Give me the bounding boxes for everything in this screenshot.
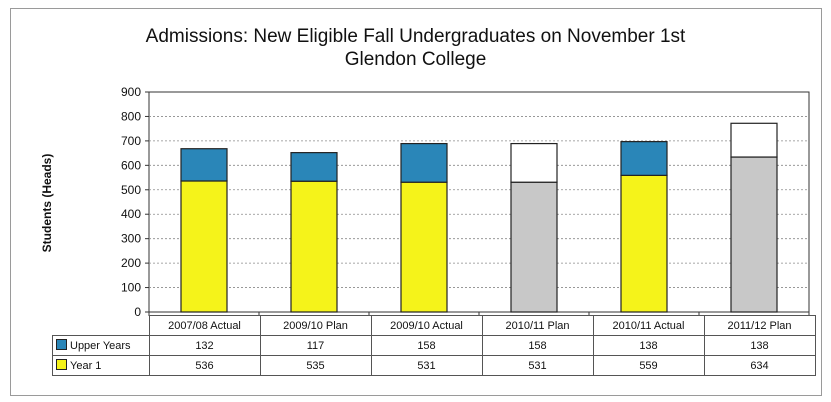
y-tick-label: 200: [121, 256, 141, 270]
chart-title: Admissions: New Eligible Fall Undergradu…: [0, 25, 831, 71]
y-tick-label: 400: [121, 207, 141, 221]
x-tick-label: 2009/10 Plan: [259, 315, 372, 336]
bar-year-1: [510, 181, 558, 313]
table-row-upper-years: Upper Years 132 117 158 158 138 138: [52, 335, 816, 356]
bar-year-1: [290, 180, 338, 313]
bar-year-1: [400, 181, 448, 313]
y-tick-label: 300: [121, 232, 141, 246]
legend-swatch-year-1: [56, 359, 67, 370]
y-tick-label: 900: [121, 85, 141, 99]
y-tick-label: 100: [121, 281, 141, 295]
legend-label-upper-years: Upper Years: [70, 340, 131, 352]
bar-year-1: [620, 174, 668, 313]
table-cell: 559: [592, 355, 705, 376]
bar-upper-years: [510, 142, 558, 183]
table-cell: 536: [148, 355, 261, 376]
bar-year-1: [730, 156, 778, 313]
table-cell: 158: [481, 335, 594, 356]
table-cell: 634: [703, 355, 816, 376]
bar-upper-years: [290, 152, 338, 182]
bar-year-1: [180, 180, 228, 313]
legend-swatch-upper-years: [56, 339, 67, 350]
y-tick-label: 500: [121, 183, 141, 197]
table-cell: 531: [481, 355, 594, 376]
chart-subtitle: Glendon College: [344, 49, 487, 70]
bar-upper-years: [730, 122, 778, 158]
data-table: 2007/08 Actual 2009/10 Plan 2009/10 Actual…: [52, 315, 816, 376]
table-cell: 138: [703, 335, 816, 356]
table-cell: 535: [259, 355, 372, 376]
x-tick-label: 2007/08 Actual: [148, 315, 261, 336]
x-tick-label: 2011/12 Plan: [703, 315, 816, 336]
chart-title-line: Admissions: New Eligible Fall Undergradu…: [145, 26, 686, 47]
table-cell: 117: [259, 335, 372, 356]
y-tick-label: 0: [134, 305, 141, 319]
y-tick-label: 700: [121, 134, 141, 148]
legend-label-year-1: Year 1: [70, 360, 102, 372]
legend-upper-years: Upper Years: [52, 335, 150, 356]
y-tick-label: 800: [121, 109, 141, 123]
plot-background: [148, 91, 810, 313]
x-tick-label: 2009/10 Actual: [370, 315, 483, 336]
bar-upper-years: [180, 148, 228, 182]
x-tick-label: 2010/11 Actual: [592, 315, 705, 336]
bar-upper-years: [400, 142, 448, 183]
table-cell: 531: [370, 355, 483, 376]
table-row-year-1: Year 1 536 535 531 531 559 634: [52, 355, 816, 376]
legend-year-1: Year 1: [52, 355, 150, 376]
x-tick-label: 2010/11 Plan: [481, 315, 594, 336]
table-cell: 158: [370, 335, 483, 356]
y-tick-label: 600: [121, 158, 141, 172]
table-header-row: 2007/08 Actual 2009/10 Plan 2009/10 Actual…: [53, 315, 816, 336]
table-cell: 138: [592, 335, 705, 356]
bar-upper-years: [620, 141, 668, 176]
table-corner: [53, 316, 150, 336]
table-cell: 132: [148, 335, 261, 356]
